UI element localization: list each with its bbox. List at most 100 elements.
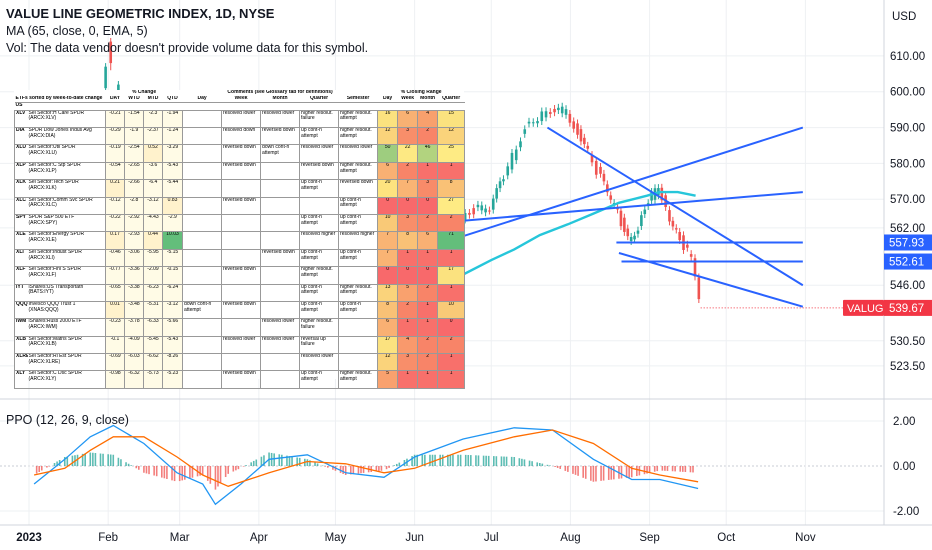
ppo-histogram-bar bbox=[46, 466, 48, 468]
pct-change-cell: -3.78 bbox=[124, 318, 144, 337]
ppo-indicator-legend[interactable]: PPO (12, 26, 9, close) bbox=[6, 413, 129, 427]
ppo-histogram-bar bbox=[309, 460, 311, 466]
comment-cell: up cont-n attempt bbox=[299, 126, 340, 146]
comment-cell bbox=[299, 196, 340, 215]
pct-change-cell: -6.62 bbox=[143, 353, 163, 372]
table-row: XLP Sel Sector:C Stp SPDR (ARCX:XLP) -0.54… bbox=[14, 161, 466, 181]
ppo-histogram-bar bbox=[127, 463, 130, 466]
comment-cell bbox=[221, 318, 262, 337]
comment-cell: higher resolut. attempt bbox=[338, 283, 379, 302]
closing-range-cell: 6 bbox=[397, 109, 419, 128]
table-group-label: US bbox=[15, 102, 23, 108]
etf-name: Sel Sector:Util SPDR (ARCX:XLU) bbox=[27, 144, 106, 163]
ppo-histogram-bar bbox=[40, 466, 43, 471]
ppo-histogram-bar bbox=[237, 466, 240, 470]
closing-range-cell: 25 bbox=[437, 144, 466, 163]
candle-body bbox=[606, 184, 609, 193]
volume-notice: Vol: The data vendor doesn't provide vol… bbox=[6, 41, 369, 55]
comment-cell: reversed down bbox=[299, 161, 340, 181]
closing-range-cell: 1 bbox=[437, 353, 466, 372]
table-header-group-row: % Change Comments (see Glossary tab for d… bbox=[15, 90, 465, 96]
etf-name: SPDR Dow Jones Indus Avg (ARCX:DIA) bbox=[27, 126, 106, 146]
pct-change-cell: -0.98 bbox=[105, 370, 125, 389]
ppo-histogram-bar bbox=[153, 466, 155, 476]
pct-change-cell: -2.8 bbox=[124, 196, 144, 215]
ppo-histogram-bar bbox=[53, 463, 56, 466]
ppo-histogram-bar bbox=[661, 466, 664, 471]
ppo-histogram-bar bbox=[94, 453, 97, 466]
candle-body bbox=[568, 113, 572, 123]
ma-indicator-legend[interactable]: MA (65, close, 0, EMA, 5) bbox=[6, 24, 148, 38]
price-axis-tick: 600.00 bbox=[890, 87, 925, 99]
ppo-histogram-bar bbox=[457, 454, 459, 466]
price-axis-tick: 562.00 bbox=[890, 223, 925, 235]
closing-range-cell: 46 bbox=[417, 144, 439, 163]
pct-change-cell: -5.15 bbox=[161, 248, 184, 268]
candle-body bbox=[609, 195, 613, 200]
pct-change-cell: 0.83 bbox=[161, 196, 184, 215]
pct-change-cell: -6.33 bbox=[143, 318, 163, 337]
etf-ticker: IWM bbox=[14, 318, 28, 337]
etf-ticker: SPY bbox=[14, 213, 28, 233]
pct-change-cell: -3.06 bbox=[124, 248, 144, 268]
comment-cell bbox=[260, 353, 301, 372]
ppo-histogram-bar bbox=[628, 466, 630, 478]
candle-body bbox=[502, 179, 505, 182]
ppo-histogram-bar bbox=[487, 455, 490, 466]
comment-cell bbox=[221, 283, 262, 302]
pct-change-cell: -4.43 bbox=[143, 213, 163, 233]
ppo-histogram-bar bbox=[681, 466, 684, 472]
candle-body bbox=[629, 236, 633, 242]
ppo-histogram-bar bbox=[646, 466, 648, 474]
ppo-histogram-bar bbox=[674, 466, 676, 472]
etf-ticker: XLC bbox=[14, 196, 28, 215]
ppo-histogram-bar bbox=[470, 455, 472, 466]
pct-change-cell: -0.19 bbox=[105, 144, 125, 163]
ppo-axis-tick: 0.00 bbox=[893, 461, 915, 473]
closing-range-cell: 71 bbox=[437, 231, 466, 250]
ppo-histogram-bar bbox=[278, 454, 281, 466]
etf-name: Sel Sector:Rl Est SPDR (ARCX:XLRE) bbox=[27, 353, 106, 372]
closing-range-cell: 1 bbox=[417, 318, 439, 337]
candle-body bbox=[640, 215, 643, 227]
ppo-histogram-bar bbox=[582, 466, 584, 478]
ppo-histogram-bar bbox=[92, 452, 94, 466]
pct-change-header: % Change bbox=[131, 90, 157, 95]
pct-change-cell: -0.54 bbox=[105, 161, 125, 181]
closing-range-cell: 10 bbox=[437, 300, 466, 320]
comment-cell: reversed down bbox=[221, 370, 262, 389]
comment-cell: up cont-n attempt bbox=[299, 248, 340, 268]
candle-body bbox=[594, 160, 598, 175]
ppo-histogram-bar bbox=[321, 465, 324, 467]
table-row: XLY Sel Sector:C Dsc SPDR (ARCX:XLY) -0.98… bbox=[14, 370, 466, 389]
ppo-histogram-bar bbox=[656, 466, 659, 472]
ppo-histogram-bar bbox=[385, 466, 388, 470]
ppo-histogram-bar bbox=[564, 466, 567, 471]
etf-ticker: XLY bbox=[14, 370, 28, 389]
comment-cell: reversal up failure bbox=[299, 335, 340, 355]
candle-body bbox=[626, 228, 630, 237]
price-label-bg bbox=[884, 253, 932, 270]
closing-range-cell: 1 bbox=[417, 161, 439, 181]
pct-change-cell: -6.24 bbox=[161, 283, 184, 302]
etf-table: % Change Comments (see Glossary tab for d… bbox=[14, 90, 466, 389]
ppo-histogram-bar bbox=[327, 466, 329, 468]
table-row: XLC Sel Sector:Comm Svc SPDR (ARCX:XLC) -0… bbox=[14, 196, 466, 215]
ppo-histogram-bar bbox=[398, 462, 401, 466]
ppo-histogram-bar bbox=[577, 466, 579, 476]
ppo-histogram-bar bbox=[431, 454, 434, 466]
pct-change-cell: -6.23 bbox=[143, 283, 163, 302]
ppo-histogram-bar bbox=[413, 454, 416, 466]
comment-cell: resolved down bbox=[221, 126, 262, 146]
ppo-histogram-bar bbox=[360, 466, 362, 474]
time-axis-label: Feb bbox=[98, 532, 118, 544]
ppo-histogram-bar bbox=[155, 466, 158, 477]
ppo-histogram-bar bbox=[35, 466, 38, 474]
closing-range-cell: 2 bbox=[437, 335, 466, 355]
pct-change-cell: -5.23 bbox=[161, 370, 184, 389]
ppo-histogram-bar bbox=[523, 459, 526, 466]
table-row: IYT iShares:US Transportatn (BATS:IYT) -0.… bbox=[14, 283, 466, 302]
ppo-histogram-bar bbox=[643, 466, 646, 475]
ppo-histogram-bar bbox=[684, 466, 687, 472]
comment-cell: reversed down bbox=[221, 161, 262, 181]
